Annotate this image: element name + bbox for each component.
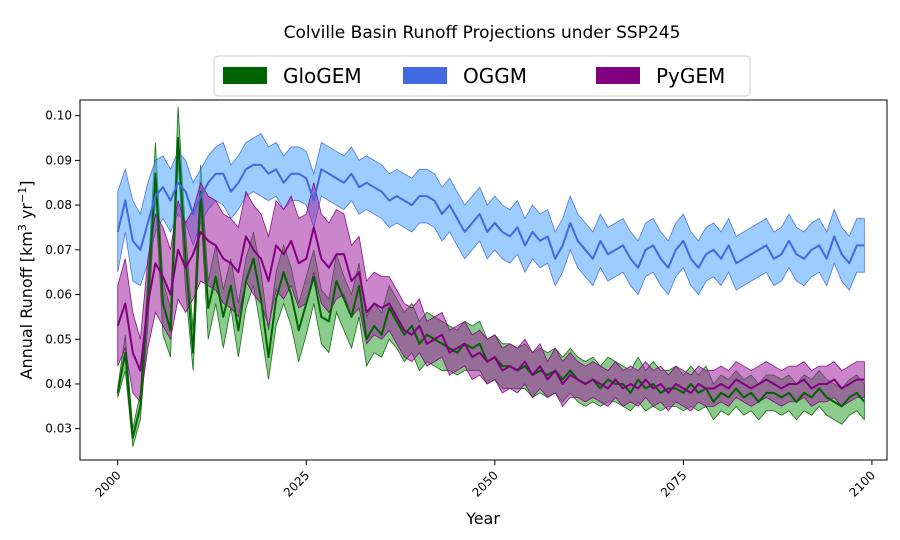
x-tick-label: 2100 xyxy=(847,468,878,499)
line-oggm xyxy=(116,163,865,269)
y-tick-label: 0.08 xyxy=(45,198,72,212)
x-tick-label: 2050 xyxy=(469,468,500,499)
y-tick-label: 0.09 xyxy=(45,153,72,167)
x-tick-label: 2025 xyxy=(281,468,312,499)
uncertainty-bands xyxy=(117,106,865,447)
x-tick-label: 2075 xyxy=(658,468,689,499)
x-axis-label: Year xyxy=(465,509,500,528)
band-oggm xyxy=(117,132,865,296)
legend-swatch-glogem xyxy=(223,67,267,84)
y-axis-label-sup1: 3 xyxy=(16,224,29,231)
y-tick-label: 0.07 xyxy=(45,243,72,257)
y-axis-label-main: Annual Runoff [km xyxy=(17,231,36,379)
legend-label-glogem: GloGEM xyxy=(283,64,362,88)
series-lines xyxy=(116,137,866,439)
legend-box xyxy=(213,55,751,97)
y-tick-label: 0.04 xyxy=(45,377,72,391)
x-axis-ticks: 2000 2025 2050 2075 2100 xyxy=(92,460,878,500)
legend-swatch-oggm xyxy=(403,67,447,84)
y-tick-label: 0.10 xyxy=(45,109,72,123)
x-tick-label: 2000 xyxy=(92,468,123,499)
y-axis-label-end: ] xyxy=(17,181,36,187)
y-tick-label: 0.06 xyxy=(45,288,72,302)
line-pygem xyxy=(116,226,865,394)
y-tick-label: 0.03 xyxy=(45,422,72,436)
chart-title: Colville Basin Runoff Projections under … xyxy=(284,23,681,43)
y-axis-label-mid: yr xyxy=(17,203,36,225)
legend: GloGEM OGGM PyGEM xyxy=(213,55,751,97)
y-tick-label: 0.05 xyxy=(45,332,72,346)
plot-frame xyxy=(79,99,888,461)
band-pygem xyxy=(117,181,865,412)
y-axis-ticks: 0.03 0.04 0.05 0.06 0.07 0.08 0.09 0.10 xyxy=(45,109,80,436)
legend-label-pygem: PyGEM xyxy=(656,64,725,88)
y-axis-label: Annual Runoff [km3 yr−1] xyxy=(16,181,37,380)
legend-swatch-pygem xyxy=(596,67,640,84)
y-axis-label-sup2: −1 xyxy=(16,187,29,203)
legend-label-oggm: OGGM xyxy=(463,64,527,88)
